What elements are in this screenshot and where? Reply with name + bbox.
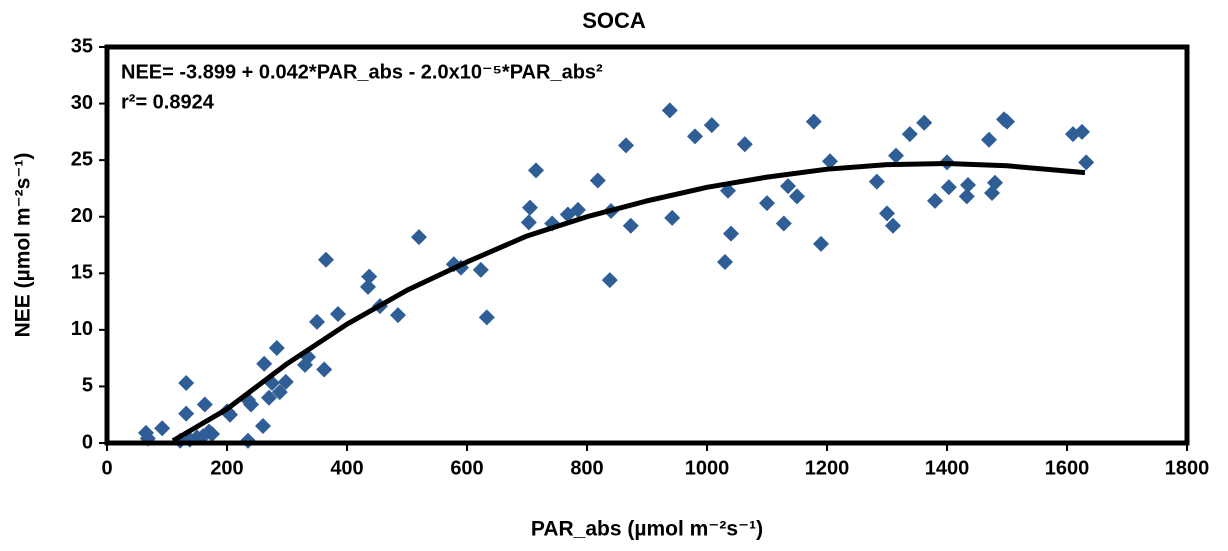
x-tick-label: 600 (450, 457, 483, 479)
data-point (622, 217, 639, 234)
data-point (805, 113, 822, 130)
y-tick-label: 0 (82, 431, 93, 453)
data-point (256, 355, 273, 372)
data-point (520, 214, 537, 231)
x-tick-label: 1000 (685, 457, 730, 479)
data-point (528, 162, 544, 179)
data-point (601, 272, 618, 289)
data-point (178, 405, 195, 422)
x-tick-label: 1400 (925, 457, 970, 479)
data-point (570, 201, 586, 218)
y-tick-label: 20 (71, 205, 93, 227)
y-tick-label: 10 (71, 318, 93, 340)
data-point (1078, 154, 1095, 171)
x-tick-label: 1200 (805, 457, 850, 479)
data-point (154, 420, 171, 437)
data-point (243, 396, 259, 413)
data-point (960, 177, 976, 194)
data-point (879, 205, 895, 222)
data-point (472, 261, 489, 278)
data-point (822, 153, 838, 170)
data-point (261, 389, 277, 406)
data-point (940, 179, 957, 196)
data-point (316, 361, 333, 378)
data-point (318, 251, 334, 268)
data-point (178, 375, 195, 392)
data-point (618, 137, 634, 154)
data-point (1074, 123, 1090, 140)
data-point (204, 425, 220, 442)
data-point (361, 268, 378, 285)
data-point (478, 309, 495, 326)
data-point (759, 195, 775, 212)
y-tick-label: 5 (82, 375, 93, 397)
data-point (901, 126, 918, 143)
data-point (885, 217, 901, 234)
x-tick-label: 1800 (1165, 457, 1210, 479)
y-tick-label: 30 (71, 92, 93, 114)
data-point (958, 188, 975, 205)
data-point (271, 384, 288, 401)
data-point (916, 114, 933, 131)
x-tick-label: 0 (101, 457, 112, 479)
data-point (888, 147, 904, 164)
plot-frame (104, 44, 1190, 446)
data-point (390, 307, 406, 324)
data-point (813, 235, 829, 252)
data-point (775, 215, 792, 232)
x-tick-label: 400 (330, 457, 363, 479)
data-point (703, 117, 720, 134)
data-point (411, 229, 427, 246)
fit-line (171, 161, 1086, 443)
data-point (522, 199, 538, 216)
x-tick-label: 800 (570, 457, 603, 479)
data-point (780, 178, 796, 195)
data-point (309, 313, 325, 330)
y-tick-label: 25 (71, 148, 93, 170)
plot-area: 0 5 10 15 20 25 30 35 0 200 400 600 800 1000 1200 1400 1… (71, 35, 1210, 479)
data-point (589, 172, 606, 189)
data-point (277, 373, 294, 390)
y-tick-label: 15 (71, 262, 93, 284)
annotation: NEE= -3.899 + 0.042*PAR_abs - 2.0x10⁻⁵*P… (121, 61, 603, 83)
data-point (687, 128, 703, 145)
chart-title: SOCA (582, 8, 646, 33)
data-point (981, 131, 997, 148)
data-point (1065, 126, 1081, 143)
data-point (736, 136, 753, 153)
data-point (987, 174, 1003, 191)
data-point (789, 188, 805, 205)
data-point (723, 225, 739, 242)
data-point (999, 113, 1015, 130)
data-point (717, 253, 733, 270)
data-point (268, 339, 285, 356)
data-point (330, 306, 346, 323)
data-point (661, 102, 678, 119)
y-tick-label: 35 (71, 35, 93, 57)
data-point (927, 192, 943, 209)
x-axis-title: PAR_abs (µmol m⁻²s⁻¹) (531, 518, 763, 541)
data-point (868, 173, 885, 190)
data-point (360, 278, 376, 295)
x-tick-label: 200 (210, 457, 243, 479)
x-tick-label: 1600 (1045, 457, 1090, 479)
data-point (196, 396, 213, 413)
data-point (255, 418, 271, 435)
annotation: r²= 0.8924 (121, 91, 215, 113)
data-point (664, 209, 681, 226)
y-axis-title: NEE (µmol m⁻²s⁻¹) (12, 153, 35, 338)
